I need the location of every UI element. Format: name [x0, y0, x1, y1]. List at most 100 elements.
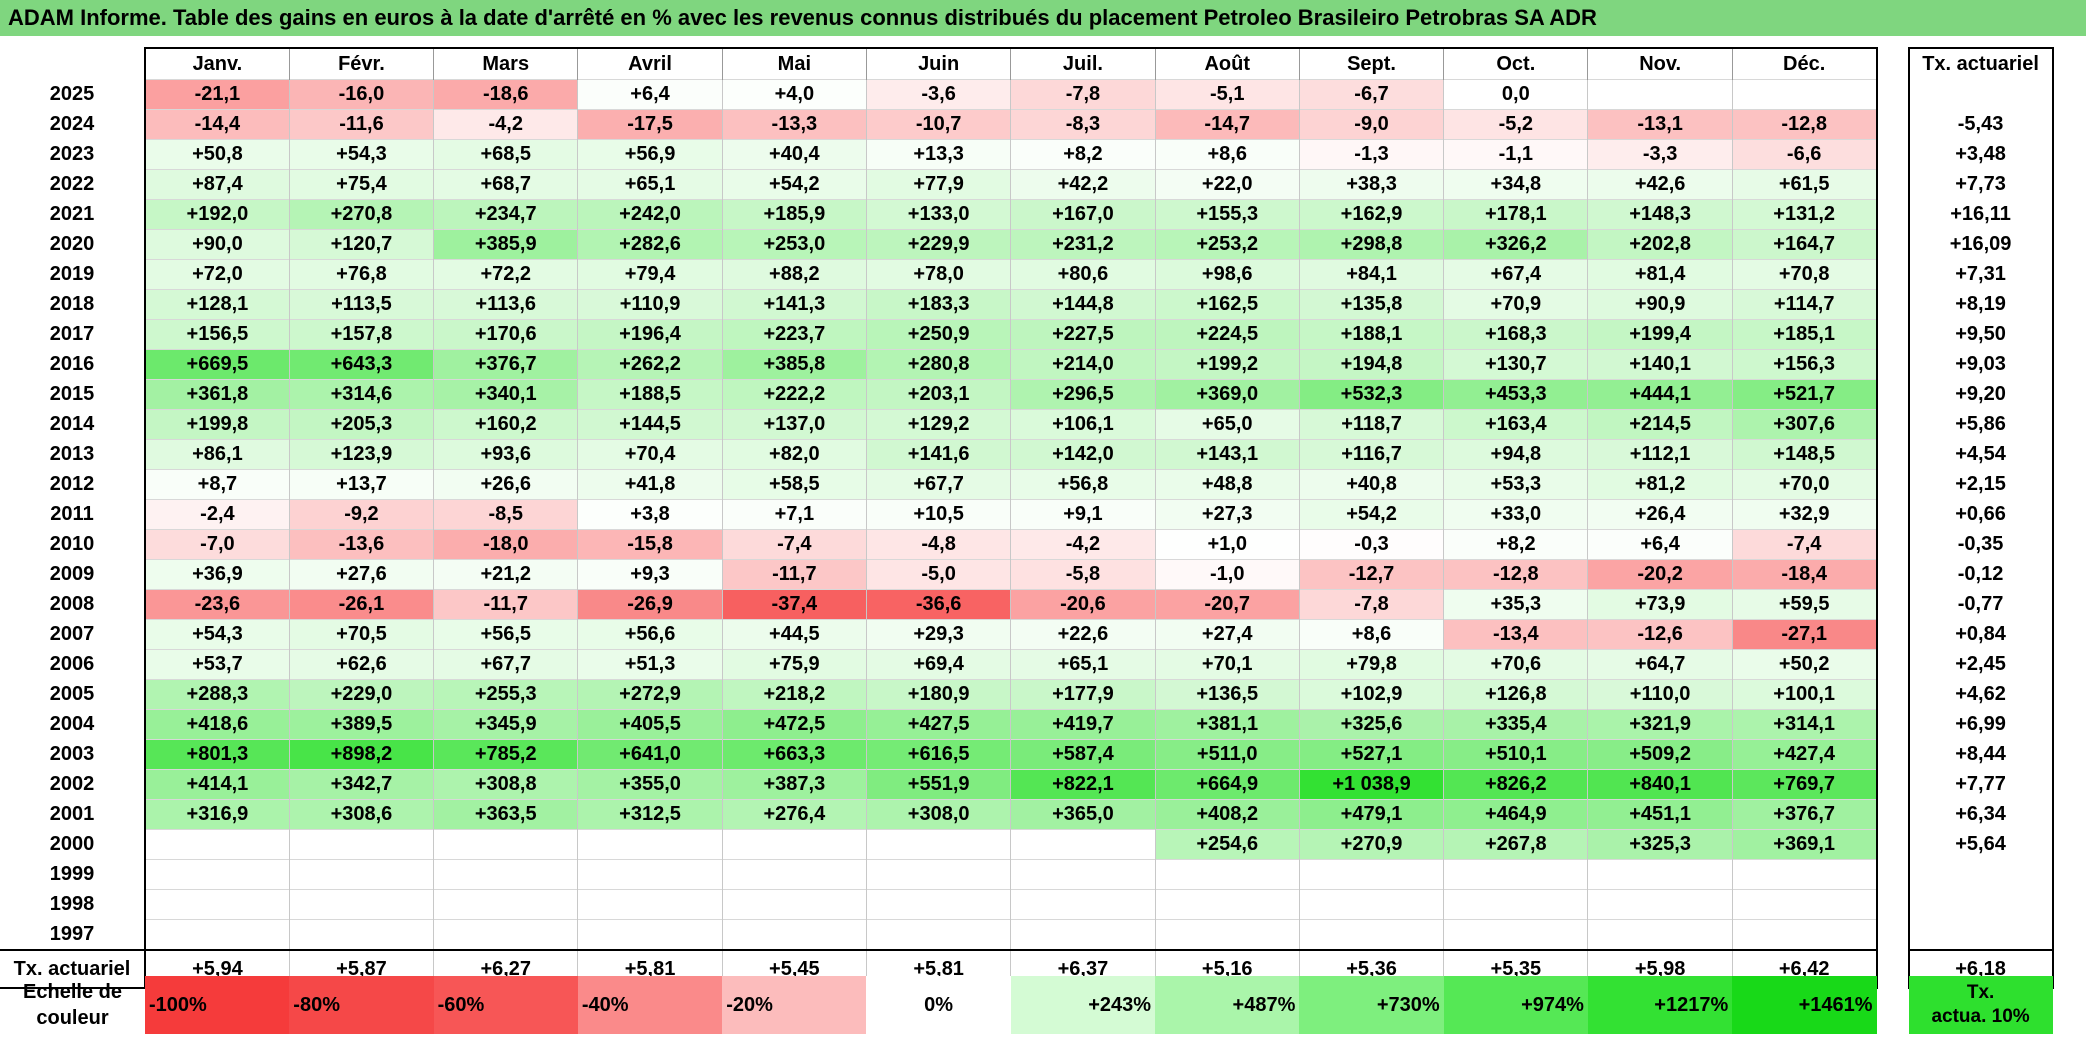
gain-cell: -16,0	[288, 79, 434, 110]
gain-cell: -3,3	[1587, 139, 1733, 170]
year-label: 2021	[49, 203, 95, 225]
row-tx-actuariel: -0,77	[1907, 589, 2054, 620]
gain-cell: +307,6	[1731, 409, 1878, 440]
legend-swatch: -60%	[433, 976, 578, 1034]
gain-cell: +361,8	[143, 379, 290, 410]
gain-cell: -27,1	[1731, 619, 1878, 650]
gain-cell: -4,2	[1010, 529, 1156, 560]
gain-cell: +254,6	[1154, 829, 1300, 860]
gain-cell: +587,4	[1010, 739, 1156, 770]
table-row: 2021 +192,0 +270,8 +234,7 +242,0 +185,9 +133,0…	[0, 199, 2054, 230]
gain-cell: +1,0	[1154, 529, 1300, 560]
gain-cell: +325,3	[1587, 829, 1733, 860]
gain-cell: -20,7	[1154, 589, 1300, 620]
legend-swatch: -40%	[577, 976, 723, 1034]
column-gap	[1876, 439, 1909, 470]
gain-cell: +464,9	[1443, 799, 1588, 830]
gain-cell	[433, 859, 578, 890]
gain-cell: +643,3	[288, 349, 434, 380]
gain-cell: +214,5	[1587, 409, 1733, 440]
gain-cell: +70,0	[1731, 469, 1878, 500]
gain-cell: +8,6	[1298, 619, 1444, 650]
gain-cell	[1010, 829, 1156, 860]
gain-cell: -18,0	[433, 529, 578, 560]
gain-cell: +227,5	[1010, 319, 1156, 350]
gain-cell: +22,6	[1010, 619, 1156, 650]
year-label: 2005	[49, 683, 95, 705]
row-tx-actuariel: +0,84	[1907, 619, 2054, 650]
gain-cell: +316,9	[143, 799, 290, 830]
table-row: 2001 +316,9 +308,6 +363,5 +312,5 +276,4 +308,0…	[0, 799, 2054, 830]
gain-cell: -8,3	[1010, 109, 1156, 140]
row-tx-actuariel: +2,15	[1907, 469, 2054, 500]
gain-cell: +131,2	[1731, 199, 1878, 230]
gain-cell: +84,1	[1298, 259, 1444, 290]
gain-cell: +141,3	[721, 289, 867, 320]
gain-cell	[1154, 919, 1300, 950]
table-row: 2018 +128,1 +113,5 +113,6 +110,9 +141,3 +183,3…	[0, 289, 2054, 320]
table-row: 2003 +801,3 +898,2 +785,2 +641,0 +663,3 +616,5…	[0, 739, 2054, 770]
gain-cell	[721, 829, 867, 860]
gain-cell: +369,0	[1154, 379, 1300, 410]
legend-tx-line: actua. 10%	[1931, 1006, 2030, 1027]
gain-cell: +54,2	[721, 169, 867, 200]
column-gap	[1876, 259, 1909, 290]
month-header: Mars	[433, 47, 578, 80]
gain-cell	[143, 859, 290, 890]
column-gap	[1876, 319, 1909, 350]
gain-cell: +231,2	[1010, 229, 1156, 260]
gain-cell: +26,6	[433, 469, 578, 500]
gain-cell	[577, 829, 723, 860]
gain-cell: -4,8	[865, 529, 1011, 560]
column-gap	[1876, 919, 1909, 950]
gain-cell: +262,2	[577, 349, 723, 380]
gain-cell: +6,4	[577, 79, 723, 110]
gain-cell: +128,1	[143, 289, 290, 320]
column-gap	[1876, 829, 1909, 860]
gain-cell	[1010, 889, 1156, 920]
row-tx-actuariel: +5,64	[1907, 829, 2054, 860]
gain-cell: +551,9	[865, 769, 1011, 800]
gain-cell: +54,3	[288, 139, 434, 170]
gain-cell: +81,4	[1587, 259, 1733, 290]
gain-cell: +80,6	[1010, 259, 1156, 290]
gain-cell: +664,9	[1154, 769, 1300, 800]
gain-cell: +288,3	[143, 679, 290, 710]
gain-cell: +113,5	[288, 289, 434, 320]
year-label: 2011	[50, 503, 94, 525]
row-tx-actuariel: +6,34	[1907, 799, 2054, 830]
column-gap	[1877, 976, 1909, 1034]
year-label: 2014	[49, 413, 95, 435]
gain-cell: +355,0	[577, 769, 723, 800]
gain-cell: +255,3	[433, 679, 578, 710]
gain-cell: -14,4	[143, 109, 290, 140]
table-row: 1998	[0, 889, 2054, 920]
row-tx-actuariel: +9,50	[1907, 319, 2054, 350]
gain-cell	[1010, 859, 1156, 890]
gain-cell: +36,9	[143, 559, 290, 590]
gain-cell: -20,6	[1010, 589, 1156, 620]
year-label: 1999	[49, 863, 95, 885]
gain-cell	[1443, 919, 1588, 950]
gain-cell: +196,4	[577, 319, 723, 350]
legend-swatch: +730%	[1299, 976, 1444, 1034]
gain-cell: +185,1	[1731, 319, 1878, 350]
gain-cell: +229,0	[288, 679, 434, 710]
gain-cell: +178,1	[1443, 199, 1588, 230]
gain-cell: -6,7	[1298, 79, 1444, 110]
gain-cell: +58,5	[721, 469, 867, 500]
year-label: 2003	[49, 743, 95, 765]
gain-cell: +641,0	[577, 739, 723, 770]
gain-cell: +144,8	[1010, 289, 1156, 320]
year-label: 1997	[49, 922, 95, 945]
column-gap	[1876, 469, 1909, 500]
gain-cell: +40,4	[721, 139, 867, 170]
gain-cell: -21,1	[143, 79, 290, 110]
gain-cell: +27,3	[1154, 499, 1300, 530]
gain-cell: +669,5	[143, 349, 290, 380]
gain-cell: +13,7	[288, 469, 434, 500]
gain-cell: +50,2	[1731, 649, 1878, 680]
gain-cell: -1,3	[1298, 139, 1444, 170]
gain-cell: +385,8	[721, 349, 867, 380]
gain-cell: +188,5	[577, 379, 723, 410]
